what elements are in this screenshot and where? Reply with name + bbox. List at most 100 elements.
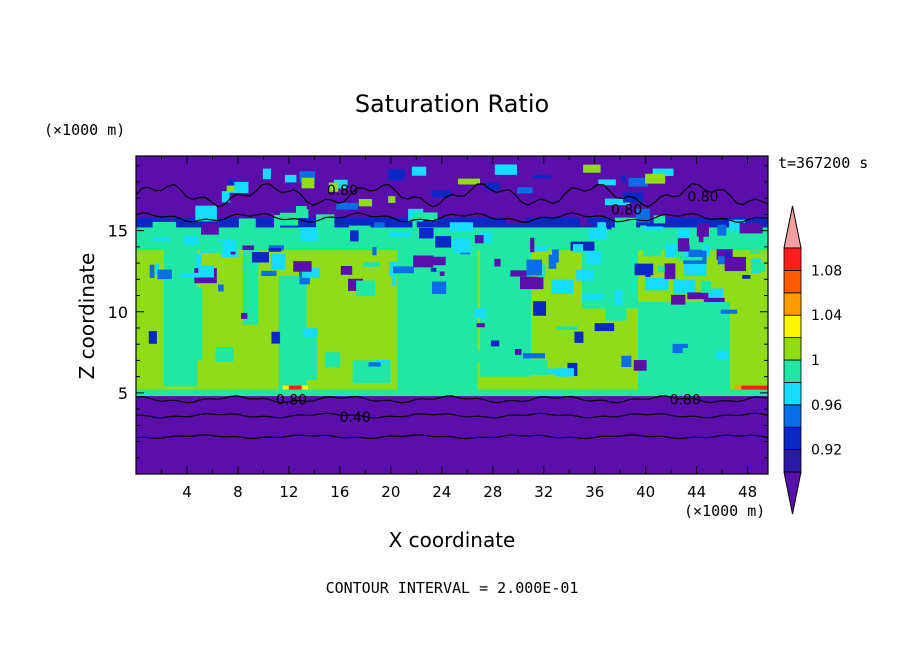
saturation-cell-13 [348, 225, 371, 231]
saturation-cell-83 [716, 249, 733, 260]
saturation-cell-29 [449, 222, 473, 232]
saturation-cell-101 [453, 237, 471, 253]
saturation-cell-52 [679, 257, 703, 261]
saturation-cell-47 [356, 280, 376, 297]
saturation-cell-135 [717, 256, 726, 265]
colorbar-label-3: 1.04 [811, 308, 842, 324]
x-tick-label-16: 16 [330, 483, 349, 501]
saturation-cell-117 [430, 267, 437, 272]
saturation-cell-63 [195, 205, 217, 222]
saturation-cell-64 [268, 245, 284, 251]
saturation-cell-79 [267, 232, 288, 244]
saturation-cell-70 [363, 262, 380, 267]
saturation-cell-50 [677, 228, 691, 237]
saturation-cell-98 [268, 247, 282, 252]
saturation-cell-139 [238, 218, 256, 231]
saturation-cell-131 [261, 270, 277, 277]
plot-field: 0.80 0.80 0.80 0.80 0.40 0.80 [136, 156, 768, 474]
saturation-cell-75 [302, 268, 320, 278]
x-tick-label-40: 40 [636, 483, 655, 501]
colorbar-label-2: 1 [811, 353, 820, 369]
contour-interval-footer: CONTOUR INTERVAL = 2.000E-01 [326, 579, 579, 597]
saturation-cell-32 [271, 331, 281, 344]
saturation-cell-169 [555, 368, 574, 377]
saturation-cell-156 [303, 328, 318, 337]
upper-moist-cell-26 [262, 168, 271, 180]
saturation-cell-128 [372, 246, 377, 256]
saturation-cell-153 [675, 246, 684, 259]
contour-label-3: 0.80 [276, 392, 307, 408]
saturation-cell-77 [579, 211, 587, 227]
colorbar-box-3 [783, 381, 802, 406]
saturation-cell-87 [393, 266, 414, 274]
saturation-cell-17 [155, 263, 159, 275]
saturation-cell-81 [474, 308, 487, 318]
upper-moist-cell-23 [459, 171, 467, 177]
saturation-cell-72 [392, 270, 397, 287]
saturation-cell-154 [324, 352, 341, 368]
saturation-patch-7 [352, 360, 391, 384]
upper-moist-cell-27 [485, 182, 500, 191]
saturation-cell-144 [614, 217, 637, 230]
x-tick-label-20: 20 [381, 483, 400, 501]
supersaturation-strip-3 [741, 385, 768, 390]
saturation-cell-37 [295, 206, 309, 219]
upper-moist-cell-24 [333, 179, 348, 189]
saturation-cell-23 [215, 346, 234, 362]
saturation-cell-138 [716, 350, 729, 360]
chart-title: Saturation Ratio [355, 90, 549, 118]
saturation-cell-149 [435, 236, 452, 248]
saturation-cell-41 [750, 250, 761, 254]
upper-moist-cell-8 [652, 168, 674, 176]
colorbar-box-0 [783, 449, 802, 473]
upper-moist-cell-5 [628, 177, 649, 187]
contour-upper-edge [136, 212, 768, 223]
saturation-cell-163 [217, 240, 237, 252]
time-label: t=367200 s [778, 154, 868, 172]
saturation-cell-39 [241, 312, 248, 319]
saturation-cell-49 [533, 301, 547, 316]
saturation-cell-114 [476, 323, 485, 328]
upper-moist-cell-13 [228, 178, 235, 186]
y-tick-label-10: 10 [108, 303, 128, 322]
saturation-cell-44 [359, 238, 374, 249]
upper-moist-cell-39 [532, 175, 552, 179]
saturation-cell-3 [562, 217, 583, 223]
upper-moist-cell-32 [494, 164, 517, 175]
saturation-cell-82 [574, 331, 584, 343]
saturation-cell-2 [643, 243, 662, 257]
colorbar-over-triangle [783, 205, 802, 249]
colorbar-box-9 [783, 247, 802, 271]
saturation-cell-65 [439, 271, 445, 276]
saturation-cell-105 [526, 359, 548, 376]
saturation-cell-137 [460, 350, 484, 363]
saturation-cell-53 [389, 231, 412, 237]
saturation-cell-58 [300, 227, 318, 242]
upper-moist-cell-2 [257, 196, 276, 203]
saturation-cell-80 [672, 343, 688, 354]
saturation-cell-11 [671, 294, 686, 305]
saturation-cell-165 [700, 280, 712, 293]
x-tick-label-12: 12 [279, 483, 298, 501]
saturation-cell-132 [572, 244, 584, 253]
upper-moist-cell-22 [226, 185, 239, 192]
saturation-cell-99 [621, 355, 632, 367]
upper-moist-cell-4 [336, 202, 359, 210]
saturation-cell-15 [531, 246, 548, 252]
x-tick-label-28: 28 [483, 483, 502, 501]
saturation-cell-143 [242, 263, 258, 268]
saturation-patch-9 [243, 237, 259, 325]
saturation-cell-89 [605, 308, 627, 321]
supersaturation-strip-1 [288, 385, 302, 390]
saturation-cell-148 [720, 309, 738, 314]
saturation-cell-155 [698, 227, 704, 243]
saturation-cell-85 [678, 324, 689, 333]
saturation-cell-60 [635, 208, 650, 223]
upper-moist-cell-0 [221, 191, 237, 203]
saturation-cell-120 [479, 232, 492, 243]
saturation-cell-118 [221, 250, 239, 258]
saturation-cell-103 [180, 272, 202, 278]
saturation-cell-92 [586, 251, 602, 265]
saturation-cell-102 [428, 256, 446, 266]
x-tick-label-8: 8 [233, 483, 243, 501]
